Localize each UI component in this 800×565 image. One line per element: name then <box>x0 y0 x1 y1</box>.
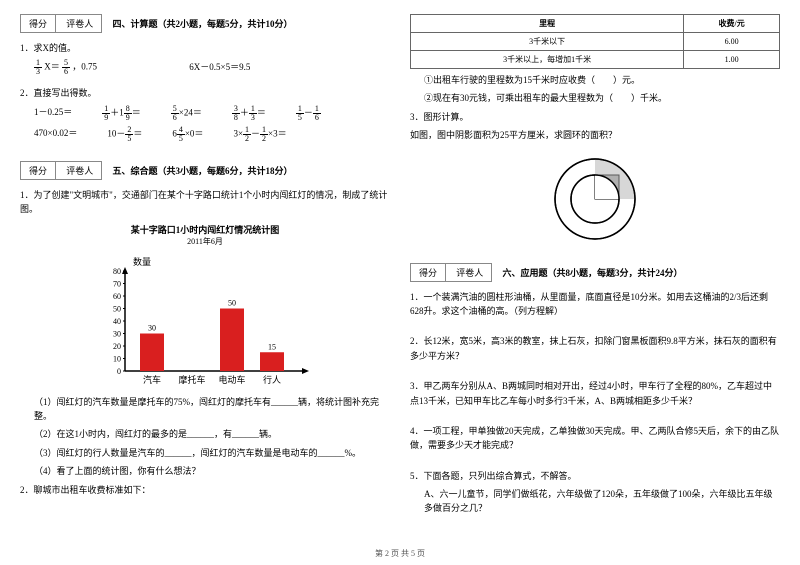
s5-sub4: （4）看了上面的统计图，你有什么想法？ <box>34 464 390 478</box>
ring-figure <box>535 149 655 249</box>
s6-q3: 3．甲乙两车分别从A、B两城同时相对开出，经过4小时，甲车行了全程的80%，乙车… <box>410 379 780 408</box>
expr: 645×0＝ <box>172 126 203 143</box>
s5-q1: 1．为了创建"文明城市"，交通部门在某个十字路口统计1个小时内闯红灯的情况，制成… <box>20 188 390 217</box>
svg-text:摩托车: 摩托车 <box>178 374 205 385</box>
score-label: 得分 <box>411 264 446 281</box>
fee-h1: 里程 <box>411 15 684 33</box>
s6-q4: 4．一项工程，甲单独做20天完成，乙单独做30天完成。甲、乙两队合修5天后，余下… <box>410 424 780 453</box>
eq-txt: ，0.75 <box>72 62 97 72</box>
fee-r2c2: 1.00 <box>684 51 780 69</box>
s6-q5a: A、六一儿童节，同学们做纸花，六年级做了120朵，五年级做了100朵，六年级比五… <box>424 487 780 516</box>
svg-text:15: 15 <box>268 342 276 351</box>
bar-chart: 80 70 60 50 40 30 20 10 0 数量 30 汽车 摩托车 50 电动车 15 行人 <box>85 251 325 391</box>
marker-label: 评卷人 <box>58 162 101 179</box>
s5-sub2: （2）在这1小时内，闯红灯的最多的是______，有______辆。 <box>34 427 390 441</box>
chart-title: 某十字路口1小时内闯红灯情况统计图 <box>20 223 390 236</box>
fee-sub1: ①出租车行驶的里程数为15千米时应收费（ ）元。 <box>424 73 780 87</box>
page-footer: 第 2 页 共 5 页 <box>0 548 800 559</box>
marker-label: 评卷人 <box>58 15 101 32</box>
section6-title: 六、应用题（共8小题，每题3分，共计24分） <box>503 266 683 279</box>
fee-table: 里程收费/元 3千米以下6.00 3千米以上，每增加1千米1.00 <box>410 14 780 69</box>
expr: 1－0.25＝ <box>34 105 72 122</box>
math-row-1: 1－0.25＝ 19＋189＝ 56×24＝ 38＋13＝ 15－16 <box>34 105 390 122</box>
expr: 15－16 <box>296 105 321 122</box>
s4-q1: 1．求X的值。 <box>20 41 390 55</box>
svg-text:30: 30 <box>113 329 121 338</box>
svg-text:50: 50 <box>113 304 121 313</box>
svg-text:汽车: 汽车 <box>143 374 161 385</box>
expr: 3×12－12×3＝ <box>233 126 286 143</box>
svg-text:10: 10 <box>113 354 121 363</box>
frac: 13 <box>34 59 42 76</box>
svg-text:数量: 数量 <box>133 256 151 267</box>
svg-text:60: 60 <box>113 292 121 301</box>
score-row: 得分 评卷人 五、综合题（共3小题，每题6分，共计18分） <box>20 157 390 184</box>
svg-text:30: 30 <box>148 323 156 332</box>
right-column: 里程收费/元 3千米以下6.00 3千米以上，每增加1千米1.00 ①出租车行驶… <box>410 10 780 520</box>
s6-q1: 1．一个装满汽油的圆柱形油桶，从里面量，底面直径是10分米。如用去这桶油的2/3… <box>410 290 780 319</box>
svg-text:行人: 行人 <box>263 374 281 385</box>
eq-txt: 6X－0.5×5＝9.5 <box>189 62 250 72</box>
expr: 470×0.02＝ <box>34 126 77 143</box>
geo-desc: 如图，图中阴影面积为25平方厘米，求圆环的面积？ <box>410 128 780 142</box>
score-box: 得分 评卷人 <box>410 263 492 282</box>
frac: 56 <box>62 59 70 76</box>
score-row: 得分 评卷人 四、计算题（共2小题，每题5分，共计10分） <box>20 10 390 37</box>
score-box: 得分 评卷人 <box>20 161 102 180</box>
svg-text:50: 50 <box>228 298 236 307</box>
score-label: 得分 <box>21 162 56 179</box>
s5-q2: 2．聊城市出租车收费标准如下： <box>20 483 390 497</box>
score-row: 得分 评卷人 六、应用题（共8小题，每题3分，共计24分） <box>410 259 780 286</box>
chart-date: 2011年6月 <box>20 236 390 247</box>
svg-text:20: 20 <box>113 342 121 351</box>
svg-text:70: 70 <box>113 279 121 288</box>
s4-eq-row: 13 X＝ 56 ，0.75 6X－0.5×5＝9.5 <box>34 59 390 76</box>
s6-q5: 5．下面各题，只列出综合算式，不解答。 <box>410 469 780 483</box>
left-column: 得分 评卷人 四、计算题（共2小题，每题5分，共计10分） 1．求X的值。 13… <box>20 10 390 520</box>
fee-r1c1: 3千米以下 <box>411 33 684 51</box>
math-row-2: 470×0.02＝ 10－25＝ 645×0＝ 3×12－12×3＝ <box>34 126 390 143</box>
svg-text:80: 80 <box>113 267 121 276</box>
svg-text:0: 0 <box>117 367 121 376</box>
section5-title: 五、综合题（共3小题，每题6分，共计18分） <box>113 164 293 177</box>
score-label: 得分 <box>21 15 56 32</box>
geo-q3: 3．图形计算。 <box>410 110 780 124</box>
svg-text:电动车: 电动车 <box>218 374 245 385</box>
fee-sub2: ②现在有30元钱，可乘出租车的最大里程数为（ ）千米。 <box>424 91 780 105</box>
s5-sub1: （1）闯红灯的汽车数量是摩托车的75%，闯红灯的摩托车有______辆，将统计图… <box>34 395 390 424</box>
expr: 56×24＝ <box>171 105 202 122</box>
expr: 19＋189＝ <box>102 105 141 122</box>
fee-r2c1: 3千米以上，每增加1千米 <box>411 51 684 69</box>
expr: 38＋13＝ <box>232 105 266 122</box>
s6-q2: 2．长12米，宽5米，高3米的教室，抹上石灰，扣除门窗黑板面积9.8平方米，抹石… <box>410 334 780 363</box>
fee-h2: 收费/元 <box>684 15 780 33</box>
marker-label: 评卷人 <box>448 264 491 281</box>
fee-r1c2: 6.00 <box>684 33 780 51</box>
s4-q2: 2．直接写出得数。 <box>20 86 390 100</box>
score-box: 得分 评卷人 <box>20 14 102 33</box>
svg-text:40: 40 <box>113 317 121 326</box>
eq-txt: X＝ <box>44 62 60 72</box>
s5-sub3: （3）闯红灯的行人数量是汽车的______，闯红灯的汽车数量是电动车的_____… <box>34 446 390 460</box>
section4-title: 四、计算题（共2小题，每题5分，共计10分） <box>113 17 293 30</box>
expr: 10－25＝ <box>107 126 142 143</box>
